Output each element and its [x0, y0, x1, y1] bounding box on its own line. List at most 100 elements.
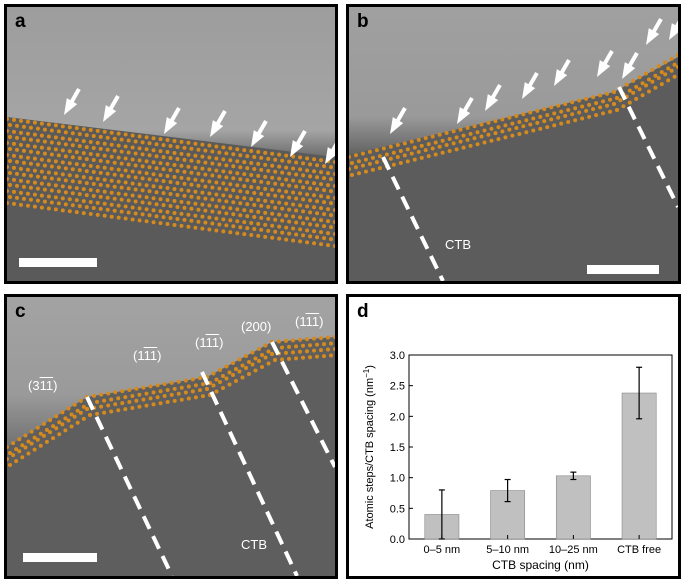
atom-dot — [116, 179, 121, 184]
atom-dot — [301, 197, 306, 202]
atom-dot — [144, 159, 149, 164]
atom-dot — [580, 104, 585, 109]
panel-c: c (311) (111) (111) (200) (111) CTB — [4, 294, 338, 579]
atom-dot — [235, 147, 240, 152]
atom-dot — [319, 242, 324, 247]
atom-dot — [263, 210, 268, 215]
arrow-icon — [103, 105, 117, 122]
atom-dot — [580, 116, 585, 121]
atom-dot — [294, 344, 298, 349]
atom-dot — [363, 157, 368, 162]
atom-dot — [182, 157, 187, 162]
atom-dot — [11, 117, 16, 122]
atom-dot — [105, 183, 110, 188]
atom-dot — [416, 137, 421, 142]
atom-dot — [88, 127, 93, 132]
atom-dot — [242, 160, 247, 165]
atom-dot — [154, 190, 159, 195]
atom-dot — [440, 150, 445, 155]
atom-dot — [127, 387, 132, 392]
atom-dot — [95, 164, 100, 169]
atom-dot — [112, 136, 117, 141]
atom-dot — [319, 206, 324, 211]
atom-dot — [312, 229, 317, 234]
atom-dot — [193, 153, 198, 158]
atom-dot — [112, 208, 117, 213]
atom-dot — [70, 131, 75, 136]
atom-dot — [105, 207, 110, 212]
atom-dot — [266, 192, 271, 197]
x-tick-label: 0–5 nm — [424, 544, 461, 556]
atom-dot — [21, 196, 26, 201]
atom-dot — [291, 154, 296, 159]
atom-dot — [350, 173, 354, 177]
atom-dot — [116, 396, 121, 401]
atom-dot — [130, 145, 135, 150]
atom-dot — [60, 148, 65, 153]
atom-dot — [277, 152, 282, 157]
atom-dot — [95, 188, 100, 193]
atom-dot — [524, 130, 529, 135]
atom-dot — [605, 103, 610, 108]
atom-dot — [63, 202, 68, 207]
atom-dot — [109, 214, 114, 219]
arrow-icon — [256, 120, 268, 136]
atom-dot — [14, 459, 19, 464]
atom-dot — [315, 211, 320, 216]
atom-dot — [210, 209, 215, 214]
arrow-icon — [559, 59, 571, 75]
atom-dot — [102, 189, 107, 194]
atom-dot — [74, 150, 79, 155]
atom-dot — [172, 198, 177, 203]
atom-dot — [119, 173, 124, 178]
atom-dot — [88, 139, 93, 144]
atom-dot — [158, 149, 163, 154]
atom-dot — [140, 176, 145, 181]
atom-dot — [217, 150, 222, 155]
atom-dot — [594, 101, 599, 106]
atom-dot — [105, 159, 110, 164]
atom-dot — [130, 205, 135, 210]
atom-dot — [329, 353, 333, 358]
atom-dot — [294, 208, 299, 213]
atom-dot — [615, 96, 619, 100]
atom-dot — [326, 335, 330, 340]
atom-dot — [179, 211, 184, 216]
atom-dot — [196, 207, 201, 212]
atom-dot — [91, 157, 96, 162]
atom-dot — [98, 146, 103, 151]
atom-dot — [116, 143, 121, 148]
atom-dot — [48, 430, 53, 435]
atom-dot — [245, 154, 250, 159]
atom-dot — [669, 68, 674, 73]
atom-dot — [144, 207, 149, 212]
atom-dot — [270, 199, 275, 204]
scale-bar-b — [587, 265, 659, 274]
atom-dot — [144, 135, 149, 140]
atom-dot — [224, 223, 229, 228]
atom-dot — [284, 165, 289, 170]
atom-dot — [144, 391, 149, 396]
atom-dot — [663, 60, 668, 65]
atom-dot — [140, 212, 145, 217]
atom-dot — [7, 201, 9, 205]
atom-dot — [210, 221, 215, 226]
atom-dot — [326, 207, 331, 212]
atom-dot — [556, 115, 561, 120]
atom-dot — [77, 180, 82, 185]
atom-dot — [112, 160, 117, 165]
atom-dot — [200, 166, 205, 171]
atom-dot — [126, 162, 131, 167]
atom-dot — [263, 150, 268, 155]
atom-dot — [91, 181, 96, 186]
atom-dot — [8, 183, 12, 187]
atom-dot — [277, 188, 282, 193]
atom-dot — [259, 203, 264, 208]
atom-dot — [106, 391, 111, 396]
atom-dot — [175, 204, 180, 209]
atom-dot — [26, 451, 31, 456]
atom-dot — [402, 153, 407, 158]
atom-dot — [158, 389, 163, 394]
atom-dot — [249, 209, 254, 214]
atom-dot — [538, 114, 543, 119]
